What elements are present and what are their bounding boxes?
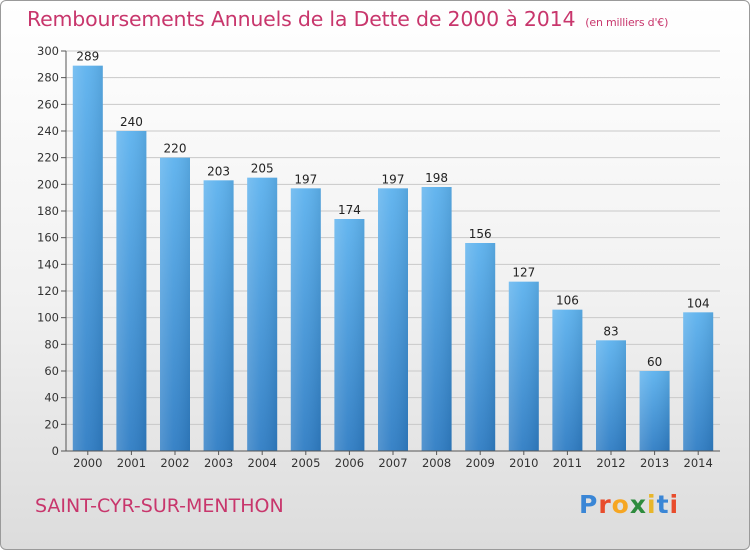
y-tick-label: 120: [37, 284, 59, 298]
x-tick-label: 2014: [684, 456, 713, 470]
y-tick-label: 40: [44, 391, 59, 405]
bar-shine: [247, 177, 278, 451]
bar-value-label: 197: [294, 172, 317, 186]
bar-shine: [290, 188, 321, 452]
x-tick-label: 2012: [596, 456, 625, 470]
bar-shine: [334, 219, 365, 451]
bar-shine: [378, 188, 408, 452]
y-tick-label: 60: [44, 364, 59, 378]
bar-shine: [552, 309, 583, 451]
chart-title: Remboursements Annuels de la Dette de 20…: [27, 7, 668, 31]
y-tick-label: 200: [37, 177, 59, 191]
bar-value-label: 156: [469, 227, 492, 241]
bar-value-label: 198: [425, 171, 448, 185]
logo-letter: i: [669, 490, 680, 519]
bar-value-label: 83: [603, 324, 618, 338]
logo-letter: r: [598, 490, 612, 519]
bar-value-label: 127: [512, 266, 535, 280]
x-tick-label: 2013: [640, 456, 669, 470]
x-tick-label: 2001: [117, 456, 146, 470]
bar-value-label: 60: [647, 355, 662, 369]
bar-value-label: 205: [251, 162, 274, 176]
bar-shine: [508, 281, 539, 451]
x-tick-label: 2009: [466, 456, 495, 470]
logo-letter: x: [629, 490, 647, 519]
y-tick-label: 160: [37, 231, 59, 245]
y-tick-label: 280: [37, 71, 59, 85]
bar-value-label: 220: [164, 142, 187, 156]
bar-shine: [203, 180, 234, 452]
logo-letter: i: [647, 490, 657, 519]
y-tick-label: 220: [37, 151, 59, 165]
y-tick-label: 260: [37, 97, 59, 111]
y-tick-label: 300: [37, 44, 59, 58]
chart-unit-note: (en milliers d'€): [585, 16, 669, 29]
bar-shine: [683, 312, 714, 451]
y-tick-label: 0: [52, 444, 59, 458]
bar-shine: [72, 65, 103, 452]
bar-shine: [421, 187, 452, 451]
y-tick-label: 80: [44, 337, 59, 351]
bar-value-label: 104: [687, 296, 710, 310]
proxiti-logo[interactable]: Proxiti: [579, 490, 679, 519]
bar-value-label: 174: [338, 203, 361, 217]
x-tick-label: 2004: [248, 456, 277, 470]
bar-value-label: 203: [207, 164, 230, 178]
x-tick-label: 2008: [422, 456, 451, 470]
x-tick-label: 2011: [553, 456, 582, 470]
x-tick-label: 2006: [335, 456, 364, 470]
y-tick-label: 20: [44, 417, 59, 431]
bar-shine: [596, 340, 626, 451]
x-tick-label: 2010: [509, 456, 538, 470]
bar-value-label: 289: [76, 50, 99, 64]
bar-value-label: 106: [556, 294, 579, 308]
logo-letter: o: [611, 490, 630, 519]
bar-shine: [465, 243, 496, 451]
y-tick-label: 240: [37, 124, 59, 138]
x-tick-label: 2002: [160, 456, 189, 470]
x-tick-label: 2005: [291, 456, 320, 470]
x-tick-label: 2000: [73, 456, 102, 470]
x-tick-label: 2007: [378, 456, 407, 470]
commune-name: SAINT-CYR-SUR-MENTHON: [35, 495, 284, 517]
chart-title-text: Remboursements Annuels de la Dette de 20…: [27, 7, 576, 31]
y-tick-label: 140: [37, 257, 59, 271]
bar-value-label: 240: [120, 115, 143, 129]
bar-shine: [116, 131, 147, 451]
bar-value-label: 197: [382, 172, 405, 186]
y-tick-label: 180: [37, 204, 59, 218]
logo-letter: P: [579, 490, 599, 519]
bar-shine: [639, 371, 670, 451]
y-tick-label: 100: [37, 311, 59, 325]
x-tick-label: 2003: [204, 456, 233, 470]
logo-letter: t: [656, 490, 670, 519]
bar-shine: [160, 157, 190, 451]
